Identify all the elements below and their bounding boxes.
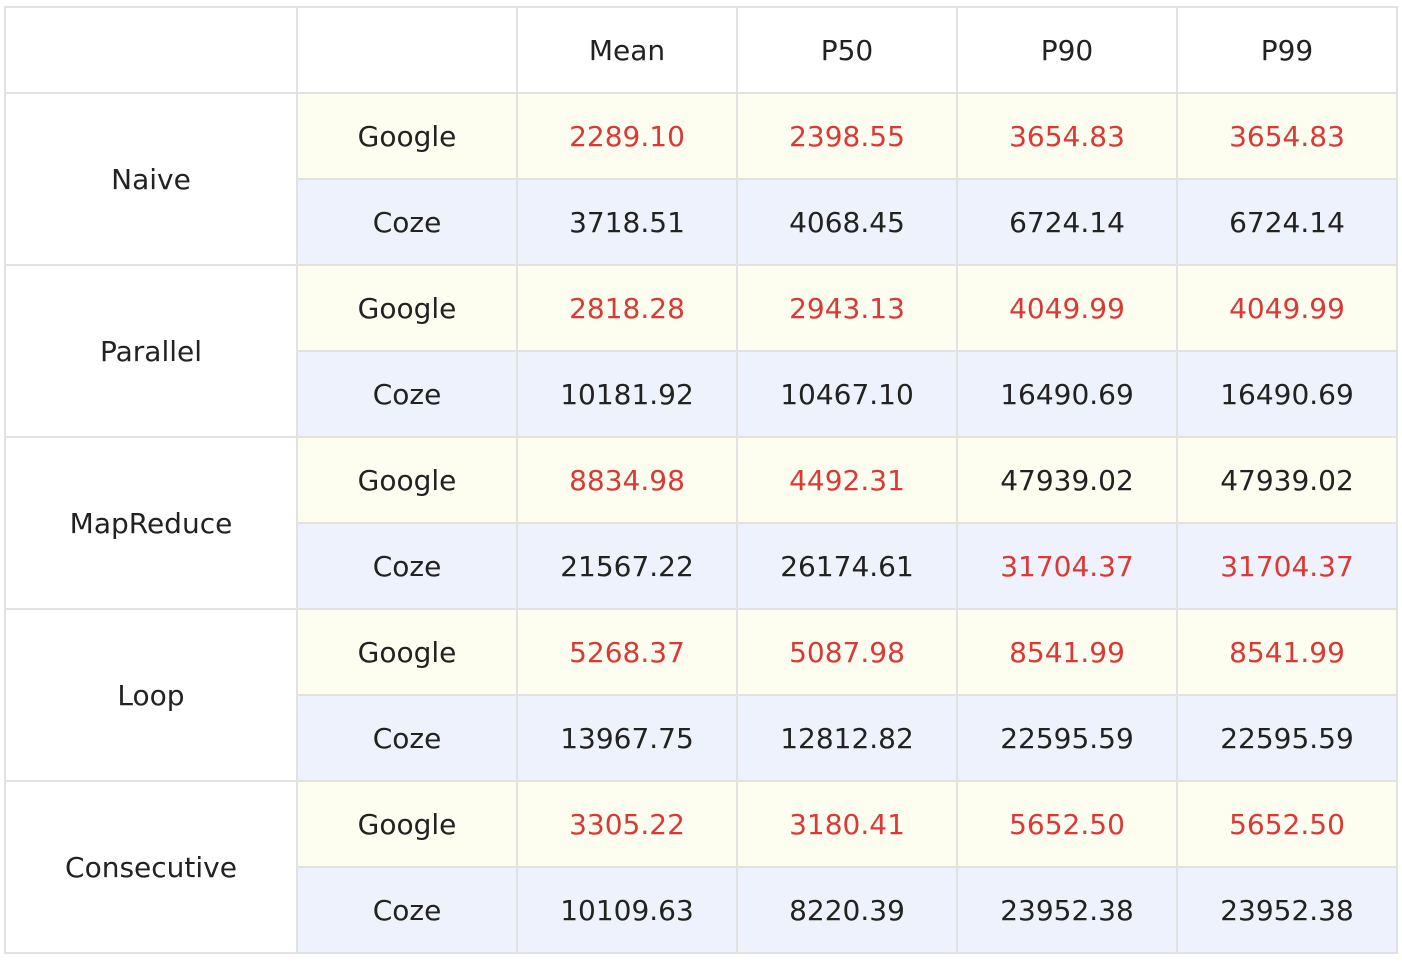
header-row: Mean P50 P90 P99 <box>4 6 1398 94</box>
value-cell: 22595.59 <box>956 694 1178 782</box>
provider-label: Coze <box>296 522 518 610</box>
table-row: Coze 3718.51 4068.45 6724.14 6724.14 <box>5 178 1398 266</box>
value-cell: 5652.50 <box>1176 780 1398 868</box>
group-label-mapreduce: MapReduce <box>4 436 298 610</box>
value-cell: 3180.41 <box>736 780 958 868</box>
value-cell: 8834.98 <box>516 436 738 524</box>
provider-label: Coze <box>296 866 518 954</box>
provider-label: Google <box>296 264 518 352</box>
latency-table: Mean P50 P90 P99 Naive Google 2289.10 23… <box>4 6 1398 954</box>
header-p50: P50 <box>736 6 958 94</box>
value-cell: 2289.10 <box>516 92 738 180</box>
value-cell: 21567.22 <box>516 522 738 610</box>
table-row: Parallel Google 2818.28 2943.13 4049.99 … <box>4 264 1398 438</box>
value-cell: 47939.02 <box>1176 436 1398 524</box>
table-row: MapReduce Google 8834.98 4492.31 47939.0… <box>4 436 1398 610</box>
table-row: Loop Google 5268.37 5087.98 8541.99 8541… <box>4 608 1398 782</box>
value-cell: 5087.98 <box>736 608 958 696</box>
value-cell: 16490.69 <box>1176 350 1398 438</box>
provider-label: Google <box>296 608 518 696</box>
value-cell: 3718.51 <box>516 178 738 266</box>
value-cell: 23952.38 <box>956 866 1178 954</box>
latency-table-container: Mean P50 P90 P99 Naive Google 2289.10 23… <box>4 6 1398 954</box>
table-row: Coze 10109.63 8220.39 23952.38 23952.38 <box>5 866 1398 954</box>
header-empty-cell <box>4 6 298 94</box>
value-cell: 6724.14 <box>1176 178 1398 266</box>
value-cell: 16490.69 <box>956 350 1178 438</box>
provider-label: Coze <box>296 694 518 782</box>
value-cell: 4049.99 <box>1176 264 1398 352</box>
group-label-parallel: Parallel <box>4 264 298 438</box>
value-cell: 13967.75 <box>516 694 738 782</box>
provider-label: Google <box>296 436 518 524</box>
value-cell: 8541.99 <box>1176 608 1398 696</box>
table-row: Consecutive Google 3305.22 3180.41 5652.… <box>4 780 1398 954</box>
value-cell: 3305.22 <box>516 780 738 868</box>
value-cell: 4068.45 <box>736 178 958 266</box>
value-cell: 31704.37 <box>956 522 1178 610</box>
value-cell: 4049.99 <box>956 264 1178 352</box>
value-cell: 3654.83 <box>956 92 1178 180</box>
provider-label: Coze <box>296 350 518 438</box>
header-empty-cell <box>296 6 518 94</box>
provider-label: Google <box>296 92 518 180</box>
value-cell: 5268.37 <box>516 608 738 696</box>
table-row: Naive Google 2289.10 2398.55 3654.83 365… <box>4 92 1398 266</box>
value-cell: 4492.31 <box>736 436 958 524</box>
group-label-consecutive: Consecutive <box>4 780 298 954</box>
value-cell: 23952.38 <box>1176 866 1398 954</box>
group-label-naive: Naive <box>4 92 298 266</box>
value-cell: 8541.99 <box>956 608 1178 696</box>
value-cell: 10467.10 <box>736 350 958 438</box>
header-mean: Mean <box>516 6 738 94</box>
provider-label: Google <box>296 780 518 868</box>
value-cell: 22595.59 <box>1176 694 1398 782</box>
value-cell: 31704.37 <box>1176 522 1398 610</box>
value-cell: 2818.28 <box>516 264 738 352</box>
header-p90: P90 <box>956 6 1178 94</box>
header-p99: P99 <box>1176 6 1398 94</box>
value-cell: 2398.55 <box>736 92 958 180</box>
value-cell: 10181.92 <box>516 350 738 438</box>
value-cell: 8220.39 <box>736 866 958 954</box>
value-cell: 12812.82 <box>736 694 958 782</box>
provider-label: Coze <box>296 178 518 266</box>
value-cell: 10109.63 <box>516 866 738 954</box>
group-label-loop: Loop <box>4 608 298 782</box>
value-cell: 6724.14 <box>956 178 1178 266</box>
value-cell: 3654.83 <box>1176 92 1398 180</box>
value-cell: 26174.61 <box>736 522 958 610</box>
value-cell: 2943.13 <box>736 264 958 352</box>
value-cell: 5652.50 <box>956 780 1178 868</box>
value-cell: 47939.02 <box>956 436 1178 524</box>
